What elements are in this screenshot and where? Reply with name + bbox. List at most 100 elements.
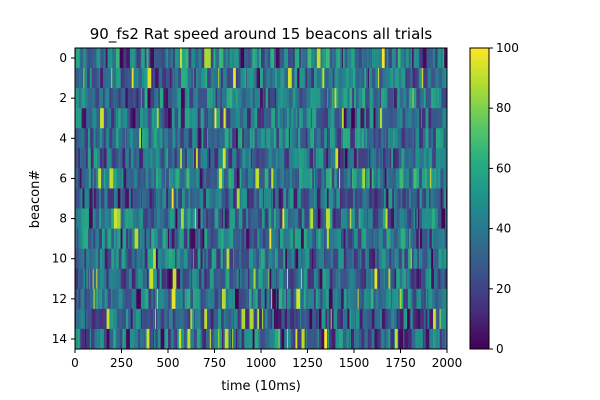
heatmap-cell [436,228,440,249]
heatmap-cell [263,308,266,330]
heatmap-cell [386,48,389,69]
heatmap-cell [390,108,394,129]
heatmap-cell [279,228,284,249]
heatmap-cell [264,48,268,69]
heatmap-cell [102,308,107,330]
heatmap-cell [232,188,234,209]
heatmap-cell [159,148,162,169]
heatmap-cell [254,328,259,350]
heatmap-cell [291,168,296,189]
heatmap-cell [220,128,222,149]
heatmap-cell [170,68,173,89]
heatmap-cell [133,148,137,169]
heatmap-cell [232,128,236,149]
heatmap-row-2 [75,88,448,109]
heatmap-cell [350,148,355,169]
heatmap-cell [105,48,108,69]
heatmap-cell [155,308,158,330]
heatmap-cell [234,248,239,270]
heatmap-cell [181,328,185,350]
heatmap-cell [86,48,89,69]
heatmap-cell [244,248,246,270]
heatmap-cell [146,328,150,350]
heatmap-cell [219,188,222,209]
heatmap-cell [334,268,336,290]
heatmap-cell [231,308,234,330]
heatmap-cell [406,88,410,109]
heatmap-cell [339,328,344,350]
heatmap-cell [342,308,345,330]
heatmap-cell [110,308,114,330]
heatmap-cell [265,148,269,169]
heatmap-cell [372,268,375,290]
heatmap-cell [300,148,305,169]
heatmap-cell [312,168,315,189]
heatmap-cell [194,328,198,350]
heatmap-cell [141,308,146,330]
heatmap-cell [322,268,326,290]
heatmap-cell [299,148,301,169]
heatmap-cell [316,128,321,149]
heatmap-cell [137,168,142,189]
heatmap-cell [81,108,83,129]
heatmap-cell [318,308,322,330]
heatmap-cell [141,168,145,189]
heatmap-cell [159,228,163,249]
heatmap-cell [179,288,181,310]
heatmap-cell [339,168,341,189]
heatmap-cell [114,328,117,350]
heatmap-cell [214,288,219,310]
heatmap-cell [383,208,386,229]
heatmap-cell [404,248,409,270]
heatmap-cell [442,268,445,290]
heatmap-cell [134,48,137,69]
heatmap-cell [118,88,121,109]
heatmap-cell [221,68,224,89]
heatmap-cell [343,168,348,189]
heatmap-cell [164,208,169,229]
heatmap-cell [402,188,407,209]
heatmap-cell [90,128,94,149]
heatmap-cell [421,188,425,209]
heatmap-cell [209,268,214,290]
heatmap-cell [261,168,266,189]
heatmap-cell [79,328,81,350]
heatmap-cell [398,248,402,270]
heatmap-cell [213,268,217,290]
heatmap-cell [99,188,102,209]
heatmap-cell [105,128,110,149]
heatmap-cell [289,168,292,189]
heatmap-cell [433,248,436,270]
heatmap-cell [437,148,440,169]
heatmap-cell [410,248,412,270]
heatmap-cell [258,208,263,229]
heatmap-cell [127,108,131,129]
heatmap-cell [387,88,390,109]
heatmap-cell [247,288,250,310]
heatmap-cell [199,108,201,129]
heatmap-cell [303,208,306,229]
heatmap-cell [215,208,219,229]
heatmap-cell [375,128,379,149]
heatmap-cell [133,168,138,189]
heatmap-cell [415,328,418,350]
heatmap-cell [95,248,99,270]
heatmap-cell [171,108,175,129]
heatmap-cell [410,208,414,229]
heatmap-cell [335,148,339,169]
heatmap-cell [197,128,202,149]
heatmap-cell [419,48,424,69]
heatmap-cell [288,108,292,129]
heatmap-cell [382,148,386,169]
heatmap-cell [141,188,146,209]
heatmap-cell [239,188,242,209]
heatmap-cell [187,108,190,129]
heatmap-cell [413,168,417,189]
heatmap-cell [445,88,448,109]
heatmap-cell [192,308,195,330]
heatmap-cell [165,328,169,350]
heatmap-cell [234,48,237,69]
heatmap-cell [142,268,146,290]
heatmap-cell [431,248,434,270]
